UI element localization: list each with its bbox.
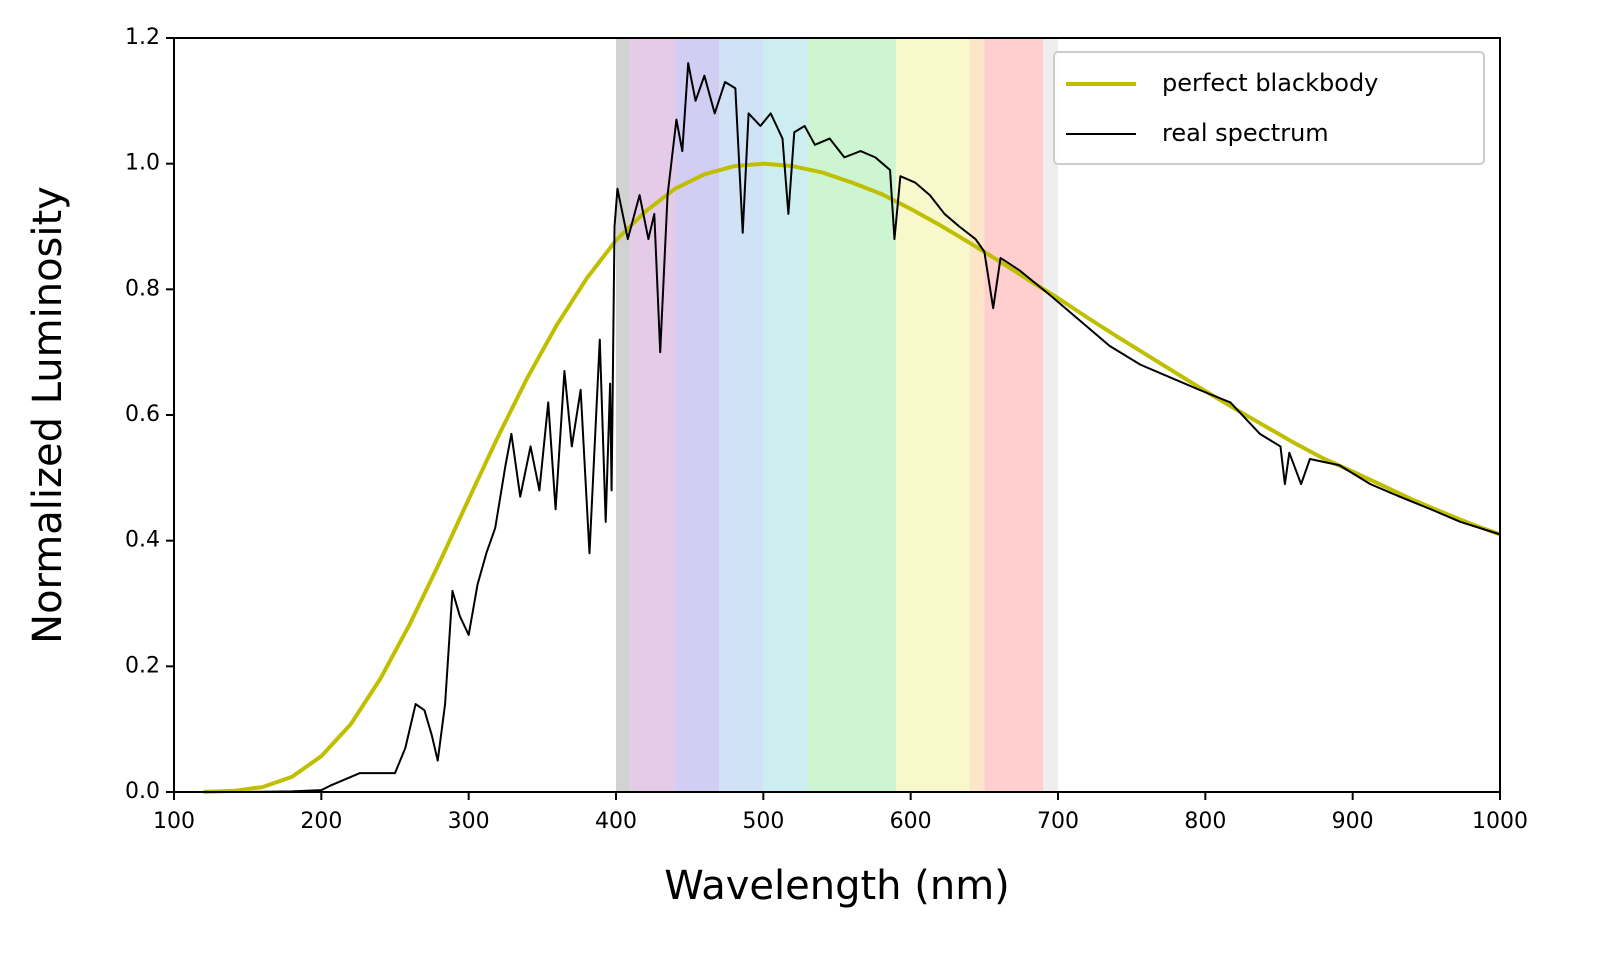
spectrum-strip bbox=[719, 38, 764, 792]
spectrum-strip bbox=[630, 38, 675, 792]
x-tick-label: 900 bbox=[1332, 809, 1374, 834]
series-line bbox=[203, 62, 1501, 793]
spectrum-strip bbox=[895, 38, 970, 792]
x-tick-label: 300 bbox=[448, 809, 490, 834]
y-tick-label: 0.2 bbox=[125, 653, 160, 678]
legend-label: perfect blackbody bbox=[1162, 69, 1378, 97]
y-axis-label: Normalized Luminosity bbox=[25, 186, 71, 644]
y-tick-label: 1.0 bbox=[125, 151, 160, 176]
spectrum-strip bbox=[763, 38, 808, 792]
x-tick-label: 600 bbox=[890, 809, 932, 834]
x-tick-label: 100 bbox=[153, 809, 195, 834]
x-tick-label: 800 bbox=[1184, 809, 1226, 834]
spectrum-strip bbox=[674, 38, 720, 792]
x-tick-label: 500 bbox=[742, 809, 784, 834]
spectrum-strip bbox=[969, 38, 985, 792]
y-tick-label: 1.2 bbox=[125, 25, 160, 50]
spectrum-strip bbox=[984, 38, 1044, 792]
plot-area bbox=[203, 62, 1501, 794]
legend-label: real spectrum bbox=[1162, 119, 1329, 147]
y-tick-label: 0.4 bbox=[125, 528, 160, 553]
legend-box bbox=[1053, 51, 1485, 165]
y-tick-label: 0.6 bbox=[125, 402, 160, 427]
series-line bbox=[203, 161, 1501, 794]
spectrum-strip bbox=[616, 38, 631, 792]
y-tick-label: 0.8 bbox=[125, 276, 160, 301]
x-axis-label: Wavelength (nm) bbox=[664, 863, 1010, 909]
legend: perfect blackbody real spectrum bbox=[1053, 51, 1485, 165]
x-tick-label: 400 bbox=[595, 809, 637, 834]
spectrum-band bbox=[616, 38, 1058, 792]
y-tick-label: 0.0 bbox=[125, 779, 160, 804]
x-tick-label: 200 bbox=[300, 809, 342, 834]
spectrum-strip bbox=[807, 38, 896, 792]
x-tick-label: 700 bbox=[1037, 809, 1079, 834]
spectrum-strip bbox=[1043, 38, 1058, 792]
x-tick-label: 1000 bbox=[1472, 809, 1528, 834]
